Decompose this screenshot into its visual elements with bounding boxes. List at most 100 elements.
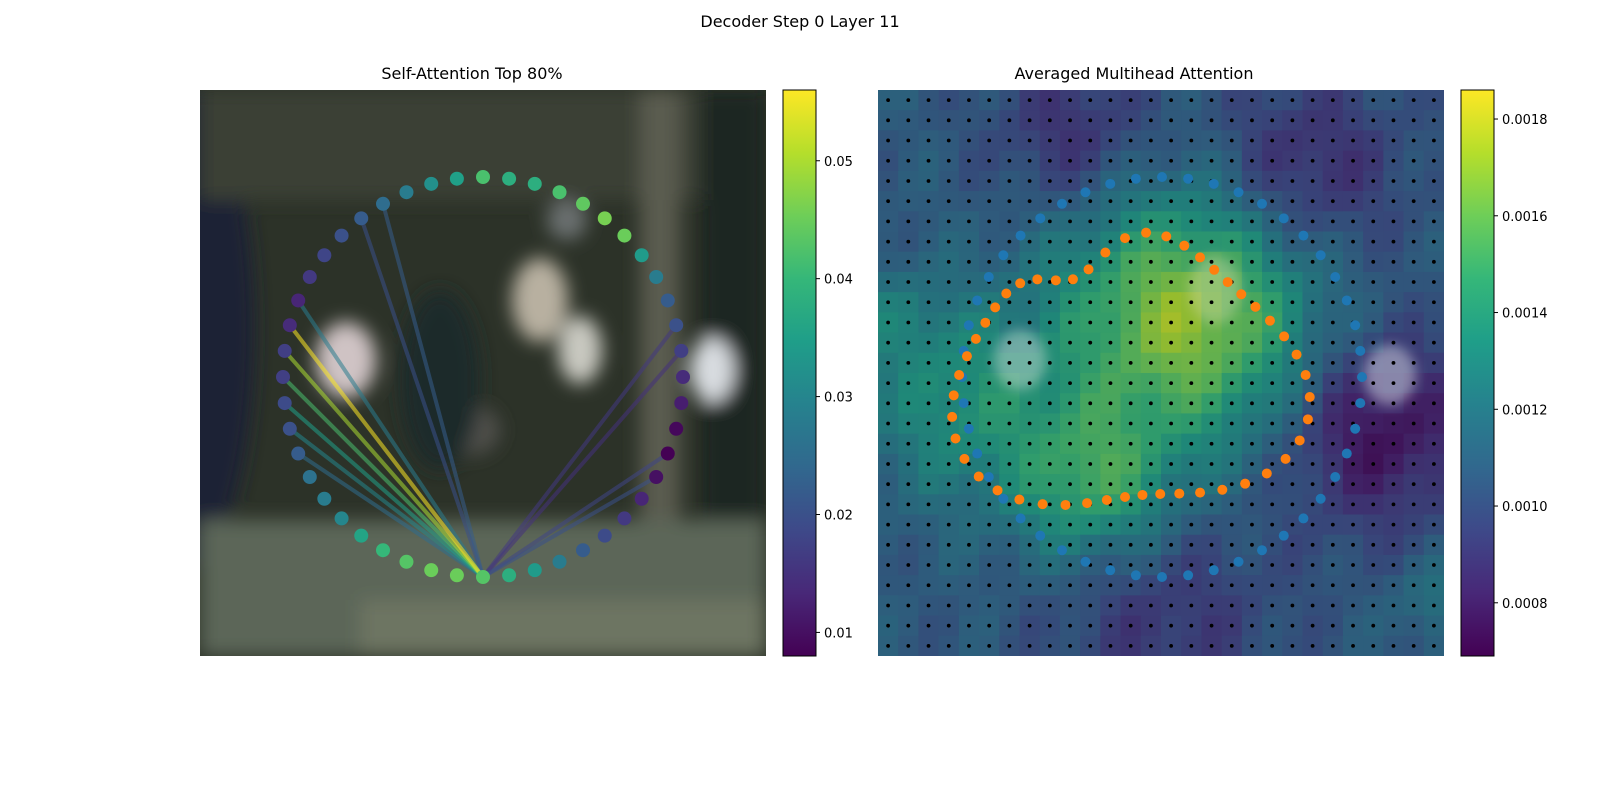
- grid-dot: [1310, 563, 1315, 567]
- grid-dot: [926, 583, 931, 588]
- grid-dot: [946, 522, 951, 527]
- grid-dot: [1209, 401, 1214, 406]
- grid-dot: [1270, 421, 1275, 426]
- grid-dot: [1310, 360, 1315, 365]
- grid-dot: [1007, 320, 1012, 325]
- grid-dot: [1088, 239, 1093, 244]
- grid-dot: [1068, 320, 1072, 325]
- blue-point: [1355, 345, 1366, 356]
- grid-dot: [1068, 179, 1072, 183]
- grid-dot: [1128, 239, 1133, 244]
- grid-dot: [1310, 603, 1315, 608]
- grid-dot: [1047, 522, 1052, 527]
- grid-dot: [1169, 563, 1174, 567]
- grid-dot: [1391, 502, 1396, 507]
- grid-dot: [1351, 98, 1355, 103]
- grid-dot: [1411, 199, 1416, 204]
- blue-point: [998, 493, 1009, 504]
- grid-dot: [1027, 179, 1032, 183]
- grid-dot: [1391, 98, 1396, 103]
- token-point: [502, 568, 517, 583]
- grid-dot: [1209, 98, 1214, 103]
- grid-dot: [1007, 441, 1012, 446]
- grid-dot: [1088, 300, 1093, 305]
- grid-dot: [946, 603, 951, 608]
- grid-dot: [1411, 340, 1416, 345]
- grid-dot: [1391, 643, 1396, 648]
- grid-dot: [1209, 239, 1214, 244]
- grid-dot: [1250, 563, 1254, 567]
- grid-dot: [1007, 259, 1012, 264]
- grid-dot: [886, 179, 891, 183]
- grid-dot: [1330, 482, 1335, 487]
- token-point: [449, 171, 464, 186]
- grid-dot: [1068, 219, 1072, 224]
- grid-dot: [1229, 603, 1234, 608]
- token-point: [354, 211, 369, 226]
- grid-dot: [1047, 542, 1052, 547]
- grid-dot: [1229, 421, 1234, 426]
- grid-dot: [1270, 340, 1275, 345]
- grid-dot: [1411, 360, 1416, 365]
- token-point: [502, 171, 517, 186]
- grid-dot: [906, 381, 911, 386]
- grid-dot: [946, 462, 951, 466]
- orange-point: [1100, 247, 1111, 258]
- grid-dot: [1068, 643, 1072, 648]
- grid-dot: [1371, 522, 1376, 527]
- grid-dot: [906, 158, 911, 163]
- grid-dot: [1007, 522, 1012, 527]
- grid-dot: [1310, 401, 1315, 406]
- grid-dot: [1169, 502, 1174, 507]
- grid-dot: [1290, 401, 1295, 406]
- grid-dot: [886, 643, 891, 648]
- grid-dot: [1128, 522, 1133, 527]
- grid-dot: [1431, 563, 1436, 567]
- grid-dot: [1169, 259, 1174, 264]
- token-point: [302, 270, 317, 284]
- grid-dot: [987, 360, 992, 365]
- grid-dot: [1411, 623, 1416, 628]
- grid-dot: [1209, 502, 1214, 507]
- grid-dot: [1209, 280, 1214, 284]
- grid-dot: [1229, 522, 1234, 527]
- grid-dot: [1189, 482, 1194, 487]
- grid-dot: [1148, 522, 1153, 527]
- token-point: [649, 470, 664, 484]
- grid-dot: [1351, 259, 1355, 264]
- token-point: [376, 196, 390, 211]
- grid-dot: [1229, 583, 1234, 588]
- grid-dot: [1371, 118, 1376, 123]
- grid-dot: [926, 421, 931, 426]
- grid-dot: [1108, 300, 1113, 305]
- attention-edge: [481, 475, 658, 579]
- grid-dot: [1371, 340, 1376, 345]
- grid-dot: [1027, 300, 1032, 305]
- grid-dot: [1148, 118, 1153, 123]
- grid-dot: [1047, 441, 1052, 446]
- grid-dot: [1330, 603, 1335, 608]
- grid-dot: [946, 502, 951, 507]
- grid-dot: [1270, 239, 1275, 244]
- grid-dot: [1330, 623, 1335, 628]
- grid-dot: [1027, 441, 1032, 446]
- grid-dot: [1108, 259, 1113, 264]
- grid-dot: [1169, 199, 1174, 204]
- token-point: [597, 528, 612, 543]
- grid-dot: [1250, 462, 1254, 466]
- grid-dot: [1068, 381, 1072, 386]
- grid-dot: [1229, 623, 1234, 628]
- grid-dot: [1431, 583, 1436, 588]
- token-point: [399, 185, 414, 200]
- grid-dot: [1128, 441, 1133, 446]
- grid-dot: [886, 603, 891, 608]
- grid-dot: [1431, 239, 1436, 244]
- grid-dot: [1310, 482, 1315, 487]
- grid-dot: [1007, 381, 1012, 386]
- grid-dot: [987, 441, 992, 446]
- left-colorbar-ticks: 0.01 0.02 0.03 0.04 0.05: [816, 155, 853, 641]
- grid-dot: [1310, 623, 1315, 628]
- token-point: [576, 196, 590, 211]
- grid-dot: [1068, 118, 1072, 123]
- grid-dot: [1088, 623, 1093, 628]
